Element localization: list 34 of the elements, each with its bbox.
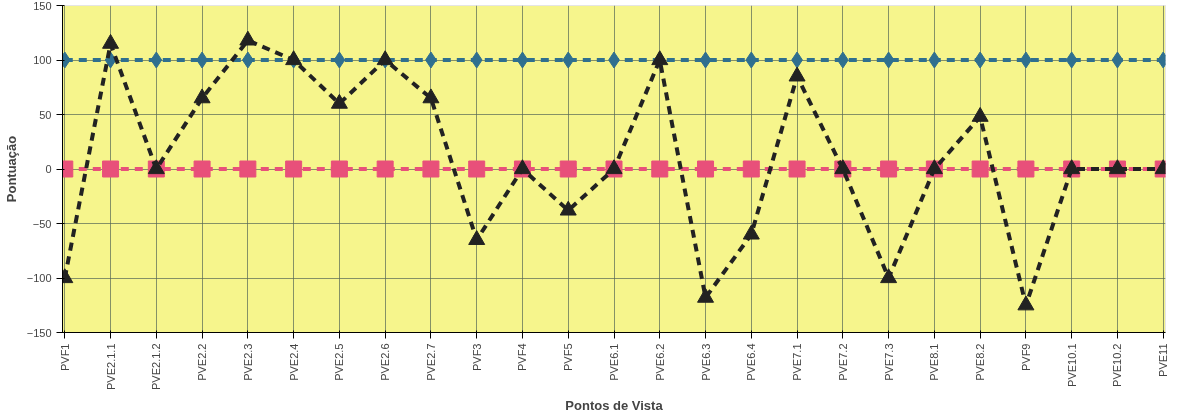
x-tick-label: PVE8.2 (974, 343, 987, 381)
y-tick-label: 0 (45, 163, 52, 175)
x-tick-label: PVE6.4 (745, 343, 758, 381)
y-tick-label: −100 (26, 272, 52, 284)
x-tick-label: PVE11 (1157, 343, 1170, 377)
x-tick-label: PVF3 (470, 343, 483, 372)
x-tick-label: PVF1 (58, 343, 71, 372)
x-tick-label: PVE7.3 (882, 343, 895, 381)
y-tick-label: 100 (33, 54, 52, 66)
x-tick-label: PVF9 (1019, 343, 1032, 372)
y-tick-label: −150 (26, 326, 52, 339)
y-tick-label: 150 (33, 0, 52, 12)
x-tick-label: PVE2.7 (424, 343, 437, 381)
x-tick-label: PVE6.2 (653, 343, 666, 381)
x-tick-label: PVE2.3 (241, 343, 254, 381)
x-tick-label: PVE8.1 (928, 343, 941, 381)
x-tick-label: PVE10.1 (1065, 343, 1078, 387)
x-tick-label: PVE2.4 (287, 343, 300, 381)
x-tick-label: PVE2.1.2 (150, 343, 163, 390)
x-tick-label: PVE7.1 (791, 343, 804, 381)
x-tick-label: PVF5 (562, 343, 575, 372)
x-tick-label: PVE2.2 (196, 343, 209, 381)
x-tick-label: PVE2.5 (333, 343, 346, 381)
y-tick-label: −50 (32, 217, 52, 230)
x-tick-label: PVE2.1.1 (104, 343, 117, 390)
y-tick-label: 50 (39, 108, 52, 121)
x-axis-title: Pontos de Vista (565, 397, 664, 413)
x-tick-label: PVE7.2 (836, 343, 849, 381)
x-tick-label: PVE6.3 (699, 343, 712, 381)
x-tick-label: PVE6.1 (608, 343, 620, 381)
x-tick-label: PVF4 (516, 343, 529, 372)
x-tick-label: PVE2.6 (379, 343, 392, 381)
y-axis-title: Pontuação (3, 135, 19, 203)
x-tick-label: PVE10.2 (1111, 343, 1124, 387)
